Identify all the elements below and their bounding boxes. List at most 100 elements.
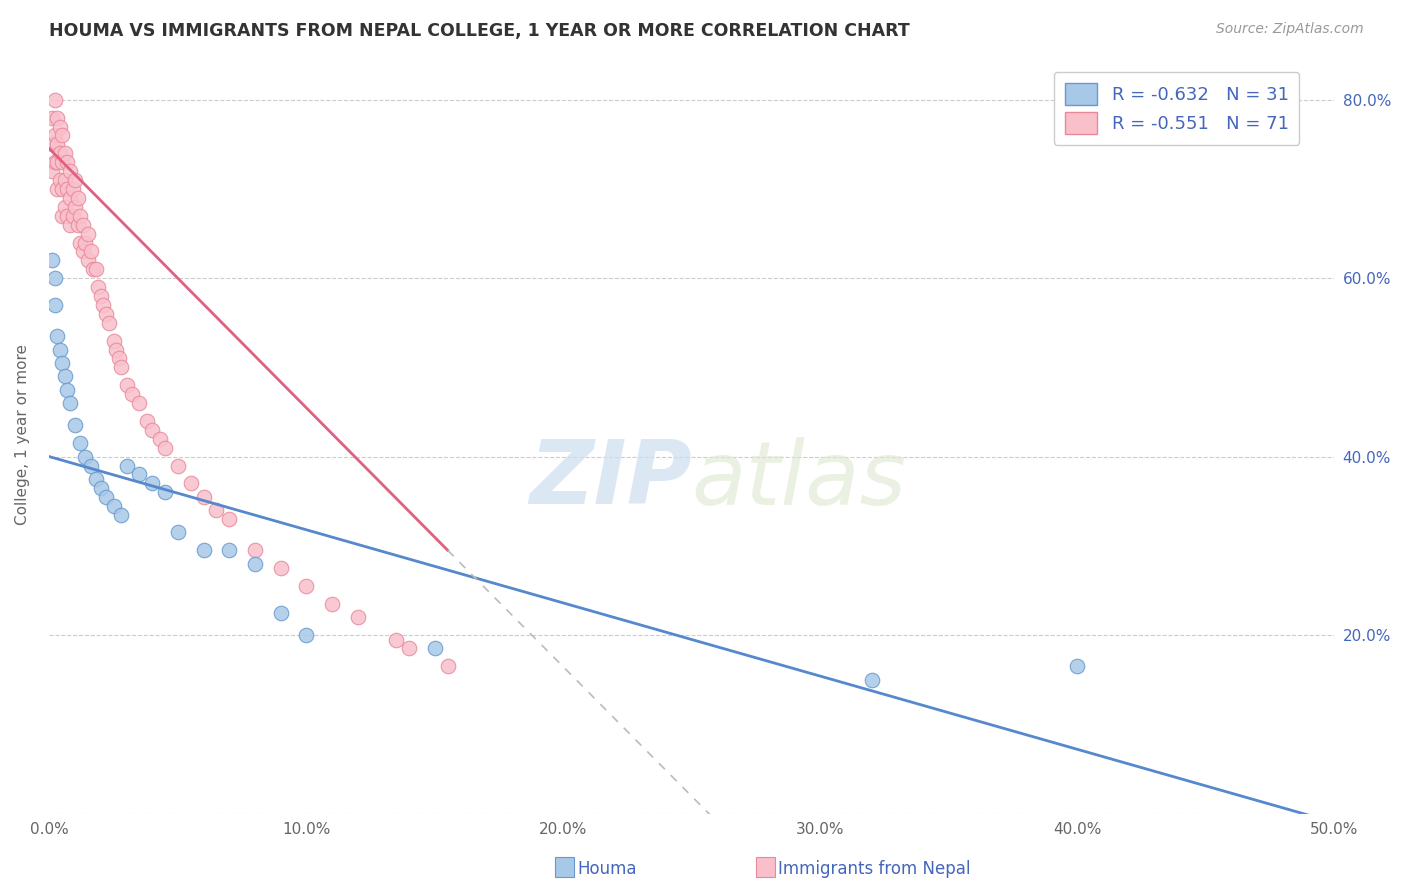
Point <box>84 472 107 486</box>
Point <box>41 137 63 152</box>
Text: atlas: atlas <box>692 437 907 523</box>
Point <box>128 396 150 410</box>
Point <box>48 343 70 357</box>
Point <box>56 182 79 196</box>
Point <box>385 632 408 647</box>
Point <box>115 458 138 473</box>
Point <box>44 155 66 169</box>
Point <box>110 508 132 522</box>
Point <box>398 641 420 656</box>
Point <box>51 155 73 169</box>
Point <box>321 597 343 611</box>
Point <box>66 191 89 205</box>
Point <box>41 164 63 178</box>
Point <box>44 271 66 285</box>
Point <box>69 436 91 450</box>
Point <box>72 244 94 259</box>
Point <box>121 387 143 401</box>
Point <box>295 628 318 642</box>
Point <box>75 235 97 250</box>
Point <box>136 414 159 428</box>
Point <box>77 227 100 241</box>
Point <box>141 423 163 437</box>
Point <box>46 329 69 343</box>
Point <box>63 173 86 187</box>
Point <box>51 128 73 143</box>
Point <box>56 209 79 223</box>
Point <box>53 173 76 187</box>
Point <box>62 182 84 196</box>
Point <box>79 244 101 259</box>
Point <box>218 543 240 558</box>
Point <box>243 543 266 558</box>
Point <box>110 360 132 375</box>
Point <box>167 458 190 473</box>
Point <box>270 606 292 620</box>
Point <box>48 120 70 134</box>
Point <box>93 298 115 312</box>
Point <box>84 262 107 277</box>
Point <box>860 673 883 687</box>
Point <box>105 343 128 357</box>
Point <box>53 146 76 161</box>
Point <box>51 182 73 196</box>
Point <box>46 182 69 196</box>
Point <box>59 191 82 205</box>
Point <box>79 458 101 473</box>
Point <box>103 499 125 513</box>
Point <box>153 441 176 455</box>
Point <box>205 503 228 517</box>
Point <box>48 173 70 187</box>
Text: Immigrants from Nepal: Immigrants from Nepal <box>778 860 970 878</box>
Point <box>82 262 104 277</box>
Point <box>243 557 266 571</box>
Point <box>295 579 318 593</box>
Point <box>44 128 66 143</box>
Point <box>46 137 69 152</box>
Point <box>69 209 91 223</box>
Point <box>46 155 69 169</box>
Point <box>193 490 215 504</box>
Point <box>346 610 368 624</box>
Point <box>167 525 190 540</box>
Point <box>141 476 163 491</box>
Text: Source: ZipAtlas.com: Source: ZipAtlas.com <box>1216 22 1364 37</box>
Text: ZIP: ZIP <box>529 436 692 524</box>
Point <box>103 334 125 348</box>
Point <box>51 356 73 370</box>
Point <box>218 512 240 526</box>
Point <box>1066 659 1088 673</box>
Point <box>128 467 150 482</box>
Point <box>48 146 70 161</box>
Y-axis label: College, 1 year or more: College, 1 year or more <box>15 343 30 524</box>
Point <box>62 209 84 223</box>
Point <box>63 200 86 214</box>
Point <box>41 253 63 268</box>
Point <box>87 280 110 294</box>
Point <box>51 209 73 223</box>
Point <box>59 396 82 410</box>
Text: HOUMA VS IMMIGRANTS FROM NEPAL COLLEGE, 1 YEAR OR MORE CORRELATION CHART: HOUMA VS IMMIGRANTS FROM NEPAL COLLEGE, … <box>49 22 910 40</box>
Point <box>46 111 69 125</box>
Point <box>423 641 446 656</box>
Point <box>149 432 172 446</box>
Legend: R = -0.632   N = 31, R = -0.551   N = 71: R = -0.632 N = 31, R = -0.551 N = 71 <box>1054 71 1299 145</box>
Point <box>115 378 138 392</box>
Point <box>66 218 89 232</box>
Point <box>153 485 176 500</box>
Point <box>94 490 117 504</box>
Point <box>44 298 66 312</box>
Point <box>63 418 86 433</box>
Point <box>44 93 66 107</box>
Point <box>59 218 82 232</box>
Point <box>108 351 131 366</box>
Point <box>193 543 215 558</box>
Point <box>90 481 112 495</box>
Point <box>436 659 458 673</box>
Point <box>77 253 100 268</box>
Point <box>72 218 94 232</box>
Point <box>53 200 76 214</box>
Point <box>270 561 292 575</box>
Point <box>59 164 82 178</box>
Point <box>75 450 97 464</box>
